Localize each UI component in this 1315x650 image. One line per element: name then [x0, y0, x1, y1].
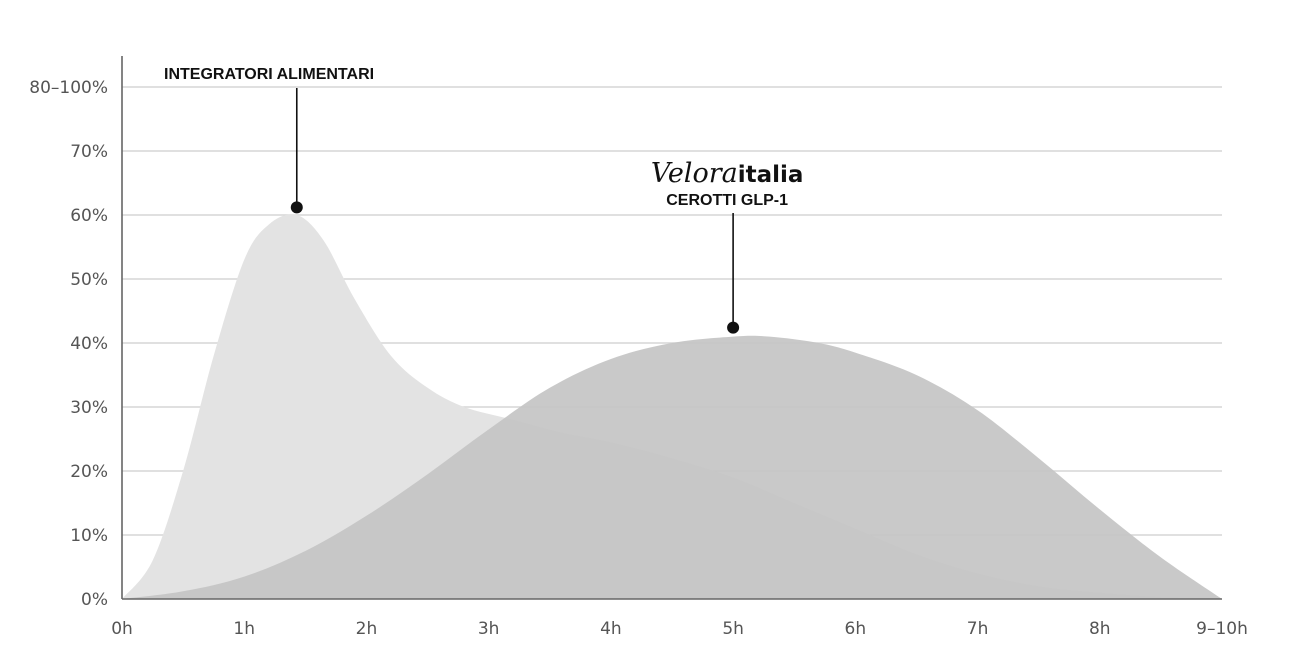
- axes: [121, 56, 1222, 600]
- x-tick-labels: 0h 1h 2h 3h 4h 5h 6h 7h 8h 9–10h: [111, 619, 1248, 639]
- annotations: INTEGRATORI ALIMENTARI Veloraitalia CEROTT…: [164, 66, 803, 334]
- y-tick-label: 80–100%: [29, 78, 108, 98]
- y-tick-label: 40%: [70, 334, 108, 354]
- x-tick-label: 6h: [845, 619, 867, 639]
- y-tick-label: 30%: [70, 398, 108, 418]
- area-series: [122, 214, 1222, 599]
- x-tick-label: 4h: [600, 619, 622, 639]
- x-tick-label: 2h: [356, 619, 378, 639]
- annotation-marker: [727, 321, 740, 334]
- y-tick-label: 10%: [70, 526, 108, 546]
- x-tick-label: 0h: [111, 619, 133, 639]
- brand-logo-part: Velora: [651, 158, 738, 189]
- brand-logo-part: italia: [738, 162, 804, 188]
- x-tick-label: 3h: [478, 619, 500, 639]
- annotation-label: CEROTTI GLP-1: [666, 192, 788, 209]
- x-tick-label: 8h: [1089, 619, 1111, 639]
- annotation-label: INTEGRATORI ALIMENTARI: [164, 66, 374, 83]
- y-tick-label: 20%: [70, 462, 108, 482]
- x-tick-label: 5h: [722, 619, 744, 639]
- area-series-2: [122, 335, 1222, 599]
- x-tick-label: 9–10h: [1196, 619, 1248, 639]
- x-tick-label: 1h: [233, 619, 255, 639]
- brand-logo: Veloraitalia: [651, 158, 804, 189]
- y-tick-label: 70%: [70, 142, 108, 162]
- annotation-1: INTEGRATORI ALIMENTARI: [164, 66, 374, 214]
- annotation-2: Veloraitalia CEROTTI GLP-1: [651, 158, 804, 334]
- annotation-marker: [290, 201, 303, 214]
- y-tick-label: 60%: [70, 206, 108, 226]
- y-tick-label: 50%: [70, 270, 108, 290]
- y-tick-labels: 0% 10% 20% 30% 40% 50% 60% 70% 80–100%: [29, 78, 108, 610]
- x-tick-label: 7h: [967, 619, 989, 639]
- y-tick-label: 0%: [81, 590, 108, 610]
